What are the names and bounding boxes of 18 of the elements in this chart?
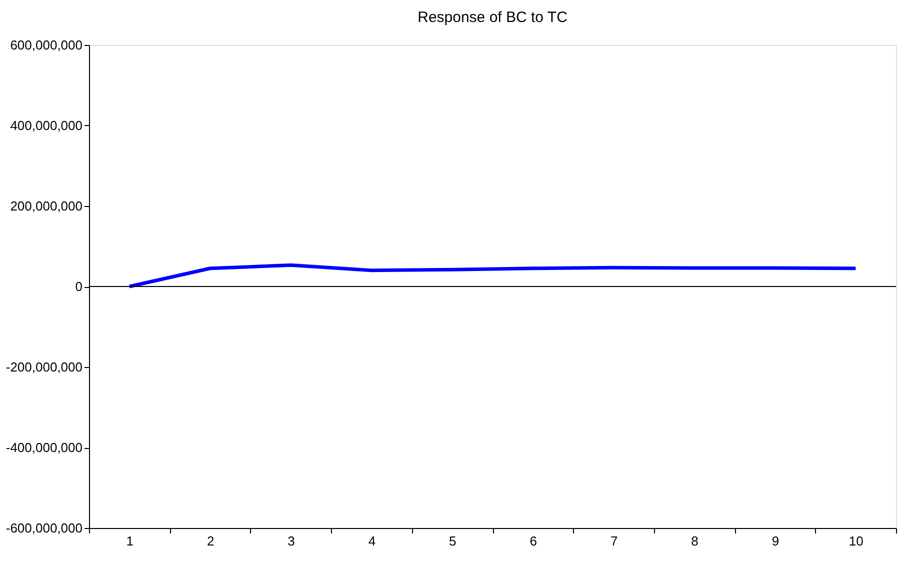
y-tick-label: -400,000,000 — [6, 440, 82, 455]
y-tick-label: -200,000,000 — [6, 360, 82, 374]
x-tick-label: 2 — [206, 534, 214, 548]
chart-title: Response of BC to TC — [418, 9, 568, 26]
x-tick-label: 8 — [691, 534, 698, 548]
y-tick-label: -600,000,000 — [6, 520, 82, 536]
x-tick-label: 6 — [530, 534, 537, 548]
y-tick-label: 200,000,000 — [10, 198, 82, 214]
x-tick-label: 1 — [126, 534, 134, 548]
x-tick-label: 4 — [368, 534, 376, 548]
y-tick-label: 400,000,000 — [10, 118, 82, 133]
y-tick-label: 600,000,000 — [10, 38, 82, 52]
x-tick-label: 5 — [449, 534, 456, 548]
x-tick-label: 9 — [772, 534, 780, 548]
x-tick-label: 3 — [288, 534, 295, 548]
y-tick-label: 0 — [75, 279, 82, 294]
x-tick-label: 7 — [610, 534, 618, 548]
x-tick-label: 10 — [848, 534, 864, 548]
